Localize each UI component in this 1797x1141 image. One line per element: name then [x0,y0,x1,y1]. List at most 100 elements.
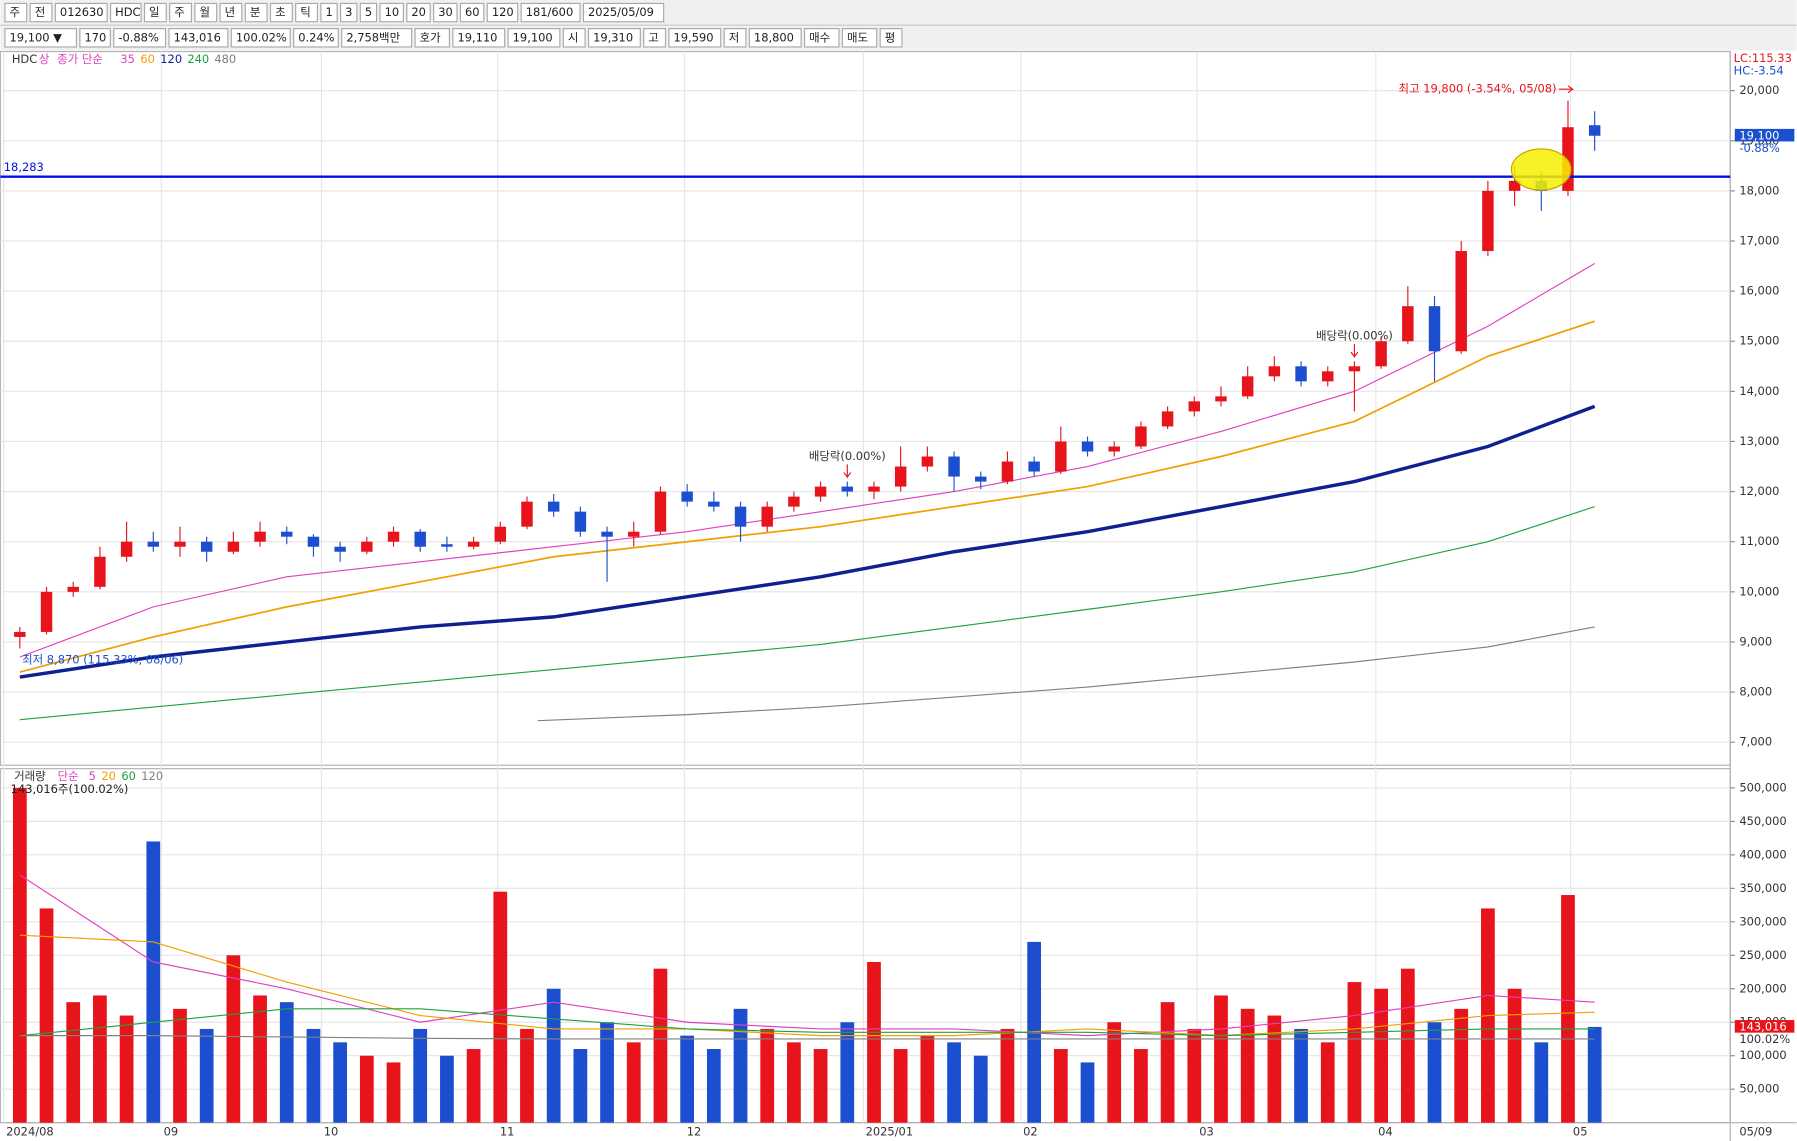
toolbar-button[interactable] [54,2,108,23]
toolbar-button[interactable] [269,2,293,23]
toolbar-text[interactable]: HDC [115,5,140,19]
toolbar-button[interactable] [486,2,519,23]
toolbar-button[interactable] [520,2,581,23]
quote-button[interactable] [643,28,667,48]
toolbar-text[interactable]: 전 [35,5,46,19]
volume-bar [893,1049,908,1123]
quote-button[interactable] [293,28,339,48]
quote-text[interactable]: 19,310 [593,30,633,44]
y-tick-label: 16,000 [1739,284,1779,298]
toolbar-text[interactable]: 10 [385,5,400,19]
toolbar-button[interactable] [582,2,665,23]
toolbar-text[interactable]: 5 [365,5,372,19]
quote-button[interactable] [452,28,506,48]
volume-bar [173,1008,187,1123]
toolbar-text[interactable]: 1 [325,5,332,19]
quote-button[interactable] [79,28,111,48]
quote-button[interactable] [341,28,413,48]
quote-text[interactable]: 143,016 [174,30,221,44]
toolbar-button[interactable] [29,2,53,23]
quote-button[interactable] [748,28,802,48]
toolbar-text[interactable]: 20 [411,5,426,19]
y-tick-label: 15,000 [1739,334,1779,348]
toolbar-button[interactable] [459,2,485,23]
toolbar-button[interactable] [359,2,378,23]
toolbar-text[interactable]: 181/600 [526,5,574,19]
toolbar-text[interactable]: 분 [250,5,261,19]
volume-bar [93,995,107,1123]
toolbar-text[interactable]: 년 [225,5,236,19]
quote-button[interactable] [723,28,747,48]
lc-note: LC:115.33 [1734,51,1792,65]
quote-text[interactable]: 19,100 ▼ [10,30,63,44]
quote-button[interactable] [587,28,641,48]
toolbar-text[interactable]: 60 [465,5,480,19]
quote-text[interactable]: 170 [84,30,106,44]
quote-text[interactable]: 19,100 [513,30,553,44]
quote-button[interactable] [841,28,878,48]
quote-text[interactable]: 평 [885,30,896,44]
ma-line [19,320,1595,673]
toolbar-text[interactable]: 2025/05/09 [588,5,654,19]
volume-bar [1214,995,1228,1123]
toolbar-text[interactable]: 3 [345,5,352,19]
min-annotation: 최저 8,870 (115.33%, 08/06) [22,652,183,666]
quote-text[interactable]: 18,800 [754,30,794,44]
toolbar-button[interactable] [295,2,319,23]
quote-button[interactable] [113,28,167,48]
quote-text[interactable]: -0.88% [118,30,159,44]
quote-text[interactable]: 고 [648,30,659,44]
quote-button[interactable] [879,28,903,48]
toolbar-text[interactable]: 초 [275,5,286,19]
quote-text[interactable]: 100.02% [236,30,287,44]
toolbar-button[interactable] [320,2,338,23]
toolbar-button[interactable] [244,2,268,23]
toolbar-button[interactable] [4,2,28,23]
toolbar-button[interactable] [194,2,218,23]
quote-text[interactable]: 0.24% [298,30,334,44]
quote-text[interactable]: 매수 [809,30,830,44]
candle-body [147,541,160,547]
toolbar-text[interactable]: 월 [199,5,210,19]
toolbar-text[interactable]: 30 [438,5,453,19]
quote-text[interactable]: 19,110 [457,30,497,44]
toolbar-button[interactable] [379,2,404,23]
toolbar-text[interactable]: 주 [174,5,185,19]
quote-button[interactable] [230,28,291,48]
candle-body [788,496,800,507]
y-tick-label: 50,000 [1739,1082,1779,1096]
quote-button[interactable] [507,28,561,48]
quote-text[interactable]: 저 [729,30,740,44]
toolbar-button[interactable] [406,2,431,23]
toolbar-button[interactable] [219,2,243,23]
volume-bar [787,1042,801,1123]
candle-body [441,544,453,547]
toolbar-button[interactable] [143,2,167,23]
toolbar-text[interactable]: 일 [149,5,160,19]
y-tick-label: 500,000 [1739,780,1786,794]
quote-text[interactable]: 2,758백만 [346,30,400,44]
quote-text[interactable]: 호가 [420,30,442,44]
toolbar-text[interactable]: 012630 [60,5,104,19]
quote-button[interactable] [668,28,722,48]
quote-text[interactable]: 매도 [847,30,868,44]
quote-button[interactable] [4,28,78,48]
toolbar-button[interactable] [169,2,193,23]
quote-button[interactable] [168,28,229,48]
volume-bar [653,968,668,1123]
ma-line [19,874,1595,1037]
toolbar-button[interactable] [109,2,142,23]
toolbar-button[interactable] [340,2,358,23]
quote-button[interactable] [562,28,586,48]
quote-text[interactable]: 19,590 [674,30,714,44]
toolbar-text[interactable]: 주 [10,5,21,19]
quote-button[interactable] [803,28,840,48]
toolbar-text[interactable]: 120 [492,5,514,19]
quote-text[interactable]: 시 [568,30,579,44]
toolbar-button[interactable] [433,2,458,23]
volume-bar [493,891,508,1123]
y-tick-label: 20,000 [1739,83,1779,97]
quote-button[interactable] [414,28,451,48]
legend-entry: 60 [121,769,136,783]
toolbar-text[interactable]: 틱 [300,5,311,19]
